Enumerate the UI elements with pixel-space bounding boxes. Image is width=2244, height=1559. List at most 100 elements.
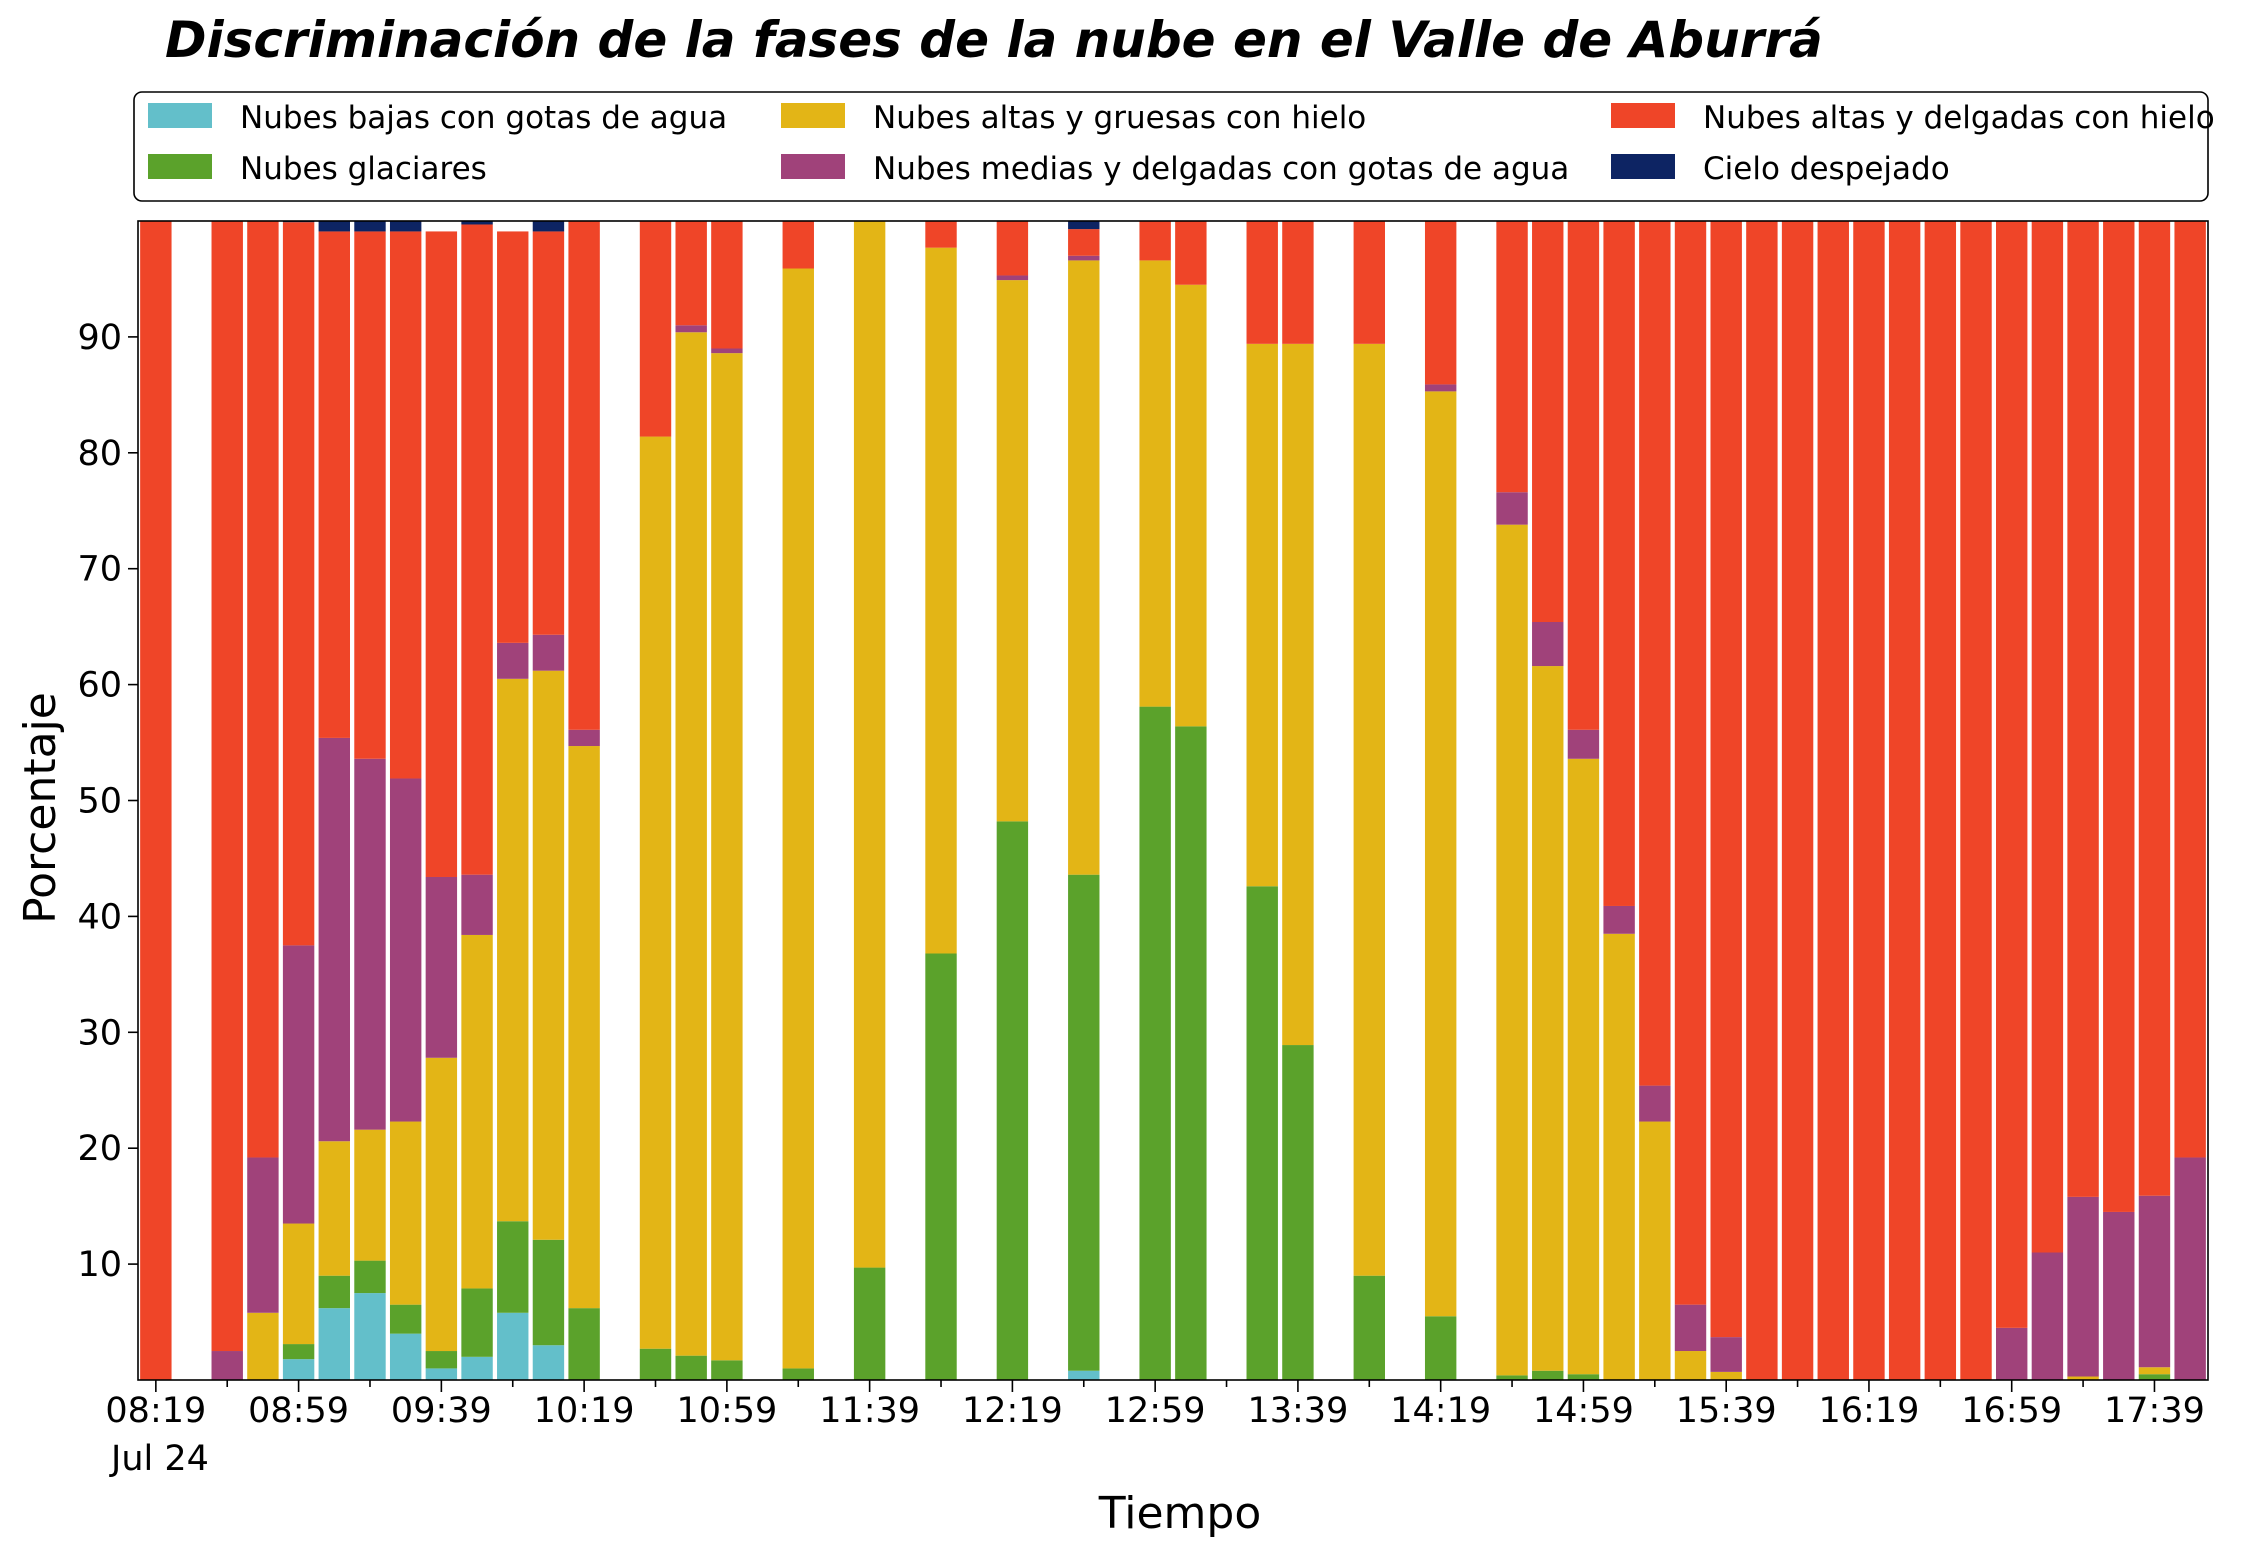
y-axis: 10 20 30 40 50 60 70 80 90 [77,318,138,1285]
legend-label-5: Cielo despejado [1703,151,1950,187]
x-tick-label-1619: 16:19 [1819,1391,1920,1431]
bar-segment-1459-s1 [1567,1374,1600,1380]
bar-segment-1059-s3 [711,348,743,354]
bar-segment-1119-s2 [782,268,814,1369]
bar-segment-1159-s1 [925,953,957,1380]
bar-segment-1449-s3 [1532,622,1564,667]
bar-segment-0959-s2 [497,678,529,1222]
bar-segment-1239-s3 [1068,255,1100,261]
bar-segment-1449-s1 [1532,1370,1564,1380]
bar-segment-0849-s2 [247,1312,279,1380]
legend-swatch-4 [1611,103,1675,128]
bar-segment-0919-s1 [354,1260,386,1294]
bar-segment-0959-s4 [497,231,529,643]
bar-segment-1439-s3 [1496,492,1528,525]
bar-segment-1219-s4 [996,221,1029,276]
bar-segment-1549-s4 [1746,221,1778,1380]
bar-segment-0859-s4 [282,222,315,946]
bar-segment-1049-s2 [675,332,707,1356]
y-tick-label-40: 40 [77,897,122,937]
bar-segment-1259-s2 [1139,260,1171,707]
bar-segment-1509-s2 [1603,933,1635,1380]
bar-segment-0949-s1 [461,1288,493,1357]
legend-label-0: Nubes bajas con gotas de agua [240,100,727,136]
bar-segment-1009-s4 [532,231,565,635]
bar-segment-1449-s4 [1532,221,1564,623]
bar-segment-0849-s3 [247,1157,279,1313]
bar-segment-1329-s2 [1246,343,1278,887]
bar-segment-0859-s2 [282,1223,315,1345]
bar-segment-0919-s5 [354,221,386,232]
bar-segment-1309-s2 [1175,284,1207,727]
legend-swatch-1 [148,154,212,179]
bar-segment-1439-s1 [1496,1375,1528,1380]
bar-segment-1529-s3 [1674,1304,1707,1352]
x-tick-label-1059: 10:59 [676,1391,777,1431]
x-tick-label-1259: 12:59 [1105,1391,1206,1431]
bar-segment-1009-s2 [532,670,565,1240]
bars-group [140,221,2206,1380]
bar-segment-1729-s3 [2103,1211,2135,1380]
bar-segment-0959-s1 [497,1221,529,1313]
bar-segment-1159-s2 [925,247,957,954]
legend-label-4: Nubes altas y delgadas con hielo [1703,100,2215,136]
x-tick-label-1339: 13:39 [1247,1391,1348,1431]
bar-segment-1749-s4 [2174,221,2206,1158]
bar-segment-0949-s0 [461,1356,493,1380]
bar-segment-1009-s1 [532,1239,565,1346]
bar-segment-0909-s1 [318,1275,350,1309]
bar-segment-0859-s0 [282,1359,315,1380]
bar-segment-1339-s1 [1282,1045,1314,1380]
bar-segment-1059-s4 [711,221,743,349]
x-tick-label-1019: 10:19 [534,1391,635,1431]
bar-segment-1739-s2 [2138,1367,2171,1375]
x-tick-label-0819: 08:19 [105,1391,206,1431]
bar-segment-1529-s2 [1674,1351,1707,1380]
bar-segment-1239-s2 [1068,260,1100,875]
bar-segment-1019-s4 [568,221,600,730]
bar-segment-1359-s4 [1353,221,1385,344]
bar-segment-0859-s3 [282,945,315,1224]
bar-segment-1419-s1 [1424,1316,1457,1380]
x-tick-label-1459: 14:59 [1533,1391,1634,1431]
legend-swatch-2 [781,103,845,128]
legend-frame [133,91,2209,202]
bar-segment-1459-s3 [1567,729,1600,759]
bar-segment-1739-s4 [2138,221,2171,1196]
bar-segment-1419-s4 [1424,221,1457,385]
bar-segment-0849-s4 [247,221,279,1158]
bar-segment-1509-s4 [1603,221,1635,906]
legend-label-3: Nubes medias y delgadas con gotas de agu… [873,151,1569,187]
bar-segment-0929-s0 [389,1333,422,1380]
bar-segment-1039-s2 [639,436,672,1349]
bar-segment-1539-s2 [1710,1371,1742,1380]
bar-segment-1739-s3 [2138,1195,2171,1368]
bar-segment-0929-s4 [389,231,422,779]
bar-segment-1519-s3 [1639,1085,1671,1122]
bar-segment-1519-s2 [1639,1121,1671,1380]
y-tick-label-60: 60 [77,666,122,706]
legend-swatch-3 [781,154,845,179]
bar-segment-1419-s2 [1424,391,1457,1317]
bar-segment-0949-s3 [461,874,493,935]
bar-segment-1609-s4 [1817,221,1849,1380]
bar-segment-0839-s3 [211,1351,243,1380]
legend-label-1: Nubes glaciares [240,151,487,187]
bar-segment-1039-s4 [639,221,672,437]
bar-segment-1419-s3 [1424,384,1457,392]
bar-segment-1139-s2 [853,221,886,1268]
y-tick-label-20: 20 [77,1129,122,1169]
y-tick-label-50: 50 [77,782,122,822]
bar-segment-1519-s4 [1639,221,1671,1086]
bar-segment-0929-s3 [389,778,422,1122]
bar-segment-0919-s0 [354,1293,386,1380]
bar-segment-0959-s3 [497,642,529,679]
bar-segment-0939-s4 [425,231,458,877]
bar-segment-1359-s1 [1353,1275,1385,1380]
bar-segment-1439-s2 [1496,524,1528,1376]
bar-segment-0959-s0 [497,1312,529,1380]
bar-segment-0919-s3 [354,758,386,1130]
bar-segment-1739-s1 [2138,1374,2171,1380]
bar-segment-1749-s3 [2174,1157,2206,1380]
